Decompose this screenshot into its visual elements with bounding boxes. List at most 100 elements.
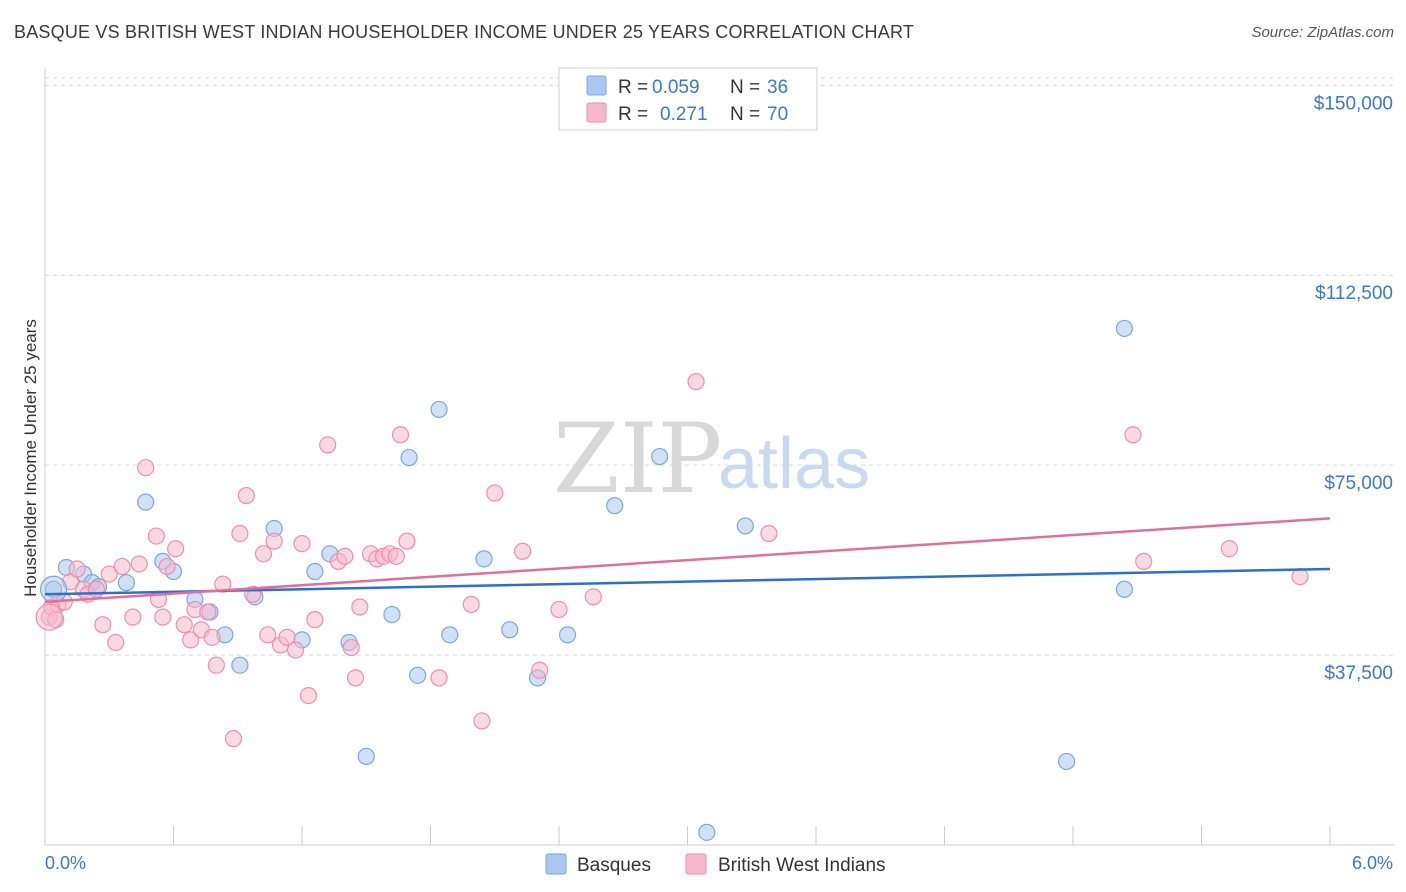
british-west-indians-point bbox=[687, 372, 705, 391]
bottom-legend-label-basques: Basques bbox=[577, 855, 651, 876]
british-west-indians-point bbox=[336, 547, 354, 565]
basques-point bbox=[501, 621, 519, 639]
british-west-indians-point bbox=[319, 436, 337, 454]
gridlines bbox=[45, 77, 1395, 656]
british-west-indians-point bbox=[224, 730, 243, 748]
legend-n-label-bwi: N = bbox=[730, 104, 760, 125]
british-west-indians-point bbox=[231, 524, 249, 543]
british-west-indians-point bbox=[214, 575, 232, 593]
british-west-indians-point bbox=[473, 712, 491, 730]
basques-point bbox=[383, 605, 401, 624]
british-west-indians-point bbox=[1291, 567, 1309, 586]
british-west-indians-trend-line bbox=[44, 517, 1331, 604]
basques-point bbox=[441, 626, 459, 644]
basques-point bbox=[1115, 580, 1134, 598]
basques-point bbox=[117, 574, 135, 592]
chart-title: BASQUE VS BRITISH WEST INDIAN HOUSEHOLDE… bbox=[14, 22, 915, 42]
british-west-indians-point bbox=[100, 565, 118, 583]
legend-r-label-basques: R = bbox=[618, 77, 648, 98]
y-tick-label: $37,500 bbox=[1324, 663, 1393, 684]
british-west-indians-point-large bbox=[35, 603, 63, 631]
legend-n-value-bwi: 70 bbox=[767, 104, 788, 125]
british-west-indians-point bbox=[351, 598, 369, 616]
y-axis-label: Householder Income Under 25 years bbox=[21, 319, 40, 597]
basques-point bbox=[651, 447, 669, 466]
british-west-indians-point bbox=[387, 547, 405, 565]
british-west-indians-point bbox=[124, 608, 142, 626]
legend-swatch-british-west-indians bbox=[586, 102, 607, 123]
basques-point bbox=[400, 448, 418, 467]
basques-trend-line bbox=[44, 567, 1331, 596]
watermark-zip: ZIP bbox=[553, 403, 722, 515]
british-west-indians-point bbox=[147, 527, 165, 545]
y-tick-labels: $37,500 $75,000 $112,500 $150,000 bbox=[1314, 93, 1393, 684]
source-label: Source: ZipAtlas.com bbox=[1251, 24, 1394, 41]
x-tick-label-min: 0.0% bbox=[45, 853, 86, 873]
british-west-indians-point bbox=[299, 686, 318, 705]
british-west-indians-point bbox=[278, 628, 296, 646]
basques-point bbox=[1115, 319, 1134, 338]
british-west-indians-point bbox=[175, 616, 193, 634]
legend-n-label-basques: N = bbox=[730, 77, 760, 98]
british-west-indians-point bbox=[760, 524, 778, 543]
british-west-indians-point bbox=[513, 542, 532, 560]
british-west-indians-point bbox=[130, 555, 148, 573]
basques-point bbox=[430, 400, 448, 419]
y-tick-label: $150,000 bbox=[1314, 93, 1393, 114]
british-west-indians-point bbox=[342, 638, 360, 657]
axes bbox=[44, 68, 1395, 846]
x-tick-label-max: 6.0% bbox=[1352, 853, 1393, 873]
basques-point bbox=[606, 497, 624, 515]
british-west-indians-point bbox=[182, 631, 200, 649]
british-west-indians-point bbox=[87, 580, 106, 598]
basques-point bbox=[137, 493, 155, 511]
bottom-legend-swatch-bwi bbox=[685, 853, 707, 875]
british-west-indians-point bbox=[398, 532, 416, 550]
legend-r-value-basques: 0.059 bbox=[652, 77, 700, 98]
british-west-indians-point bbox=[1124, 426, 1142, 444]
basques-point bbox=[736, 517, 754, 535]
british-west-indians-point bbox=[584, 588, 602, 606]
british-west-indians-point bbox=[293, 535, 311, 553]
legend-r-value-bwi: 0.271 bbox=[660, 104, 708, 125]
basques-point bbox=[409, 666, 427, 684]
y-tick-label: $112,500 bbox=[1315, 283, 1393, 304]
bottom-legend: Basques British West Indians bbox=[545, 853, 886, 876]
british-west-indians-point bbox=[158, 557, 176, 576]
trend-lines bbox=[44, 517, 1331, 604]
british-west-indians-point bbox=[167, 540, 185, 558]
british-west-indians-point bbox=[430, 669, 448, 687]
basques-point bbox=[231, 656, 249, 674]
legend-r-label-bwi: R = bbox=[618, 104, 648, 125]
british-west-indians-point bbox=[154, 608, 172, 626]
british-west-indians-point bbox=[203, 628, 221, 646]
basques-point-large bbox=[39, 575, 68, 603]
basques-point bbox=[1057, 752, 1076, 771]
british-west-indians-point bbox=[462, 595, 480, 614]
basques-point bbox=[475, 550, 493, 568]
basques-point bbox=[306, 562, 324, 581]
british-west-indians-point bbox=[1135, 552, 1153, 570]
y-tick-label: $75,000 bbox=[1324, 473, 1393, 494]
british-west-indians-point bbox=[306, 611, 324, 629]
bottom-legend-label-bwi: British West Indians bbox=[718, 855, 886, 876]
british-west-indians-point bbox=[486, 484, 504, 502]
british-west-indians-point bbox=[286, 641, 305, 659]
watermark-atlas: atlas bbox=[718, 424, 870, 504]
british-west-indians-point bbox=[265, 532, 283, 550]
british-west-indians-point bbox=[254, 545, 273, 563]
x-tick-labels: 0.0% 6.0% bbox=[45, 853, 1393, 873]
legend: R = 0.059 N = 36 R = 0.271 N = 70 bbox=[558, 67, 818, 131]
british-west-indians-point bbox=[259, 626, 277, 644]
british-west-indians-point bbox=[531, 661, 549, 679]
british-west-indians-point bbox=[199, 603, 217, 621]
british-west-indians-point bbox=[113, 557, 131, 576]
british-west-indians-point bbox=[237, 486, 255, 505]
british-west-indians-point bbox=[107, 633, 125, 652]
legend-n-value-basques: 36 bbox=[767, 77, 788, 98]
basques-point bbox=[357, 747, 375, 765]
british-west-indians-point bbox=[137, 459, 155, 477]
british-west-indians-point bbox=[346, 669, 365, 687]
british-west-indians-point bbox=[94, 616, 112, 634]
